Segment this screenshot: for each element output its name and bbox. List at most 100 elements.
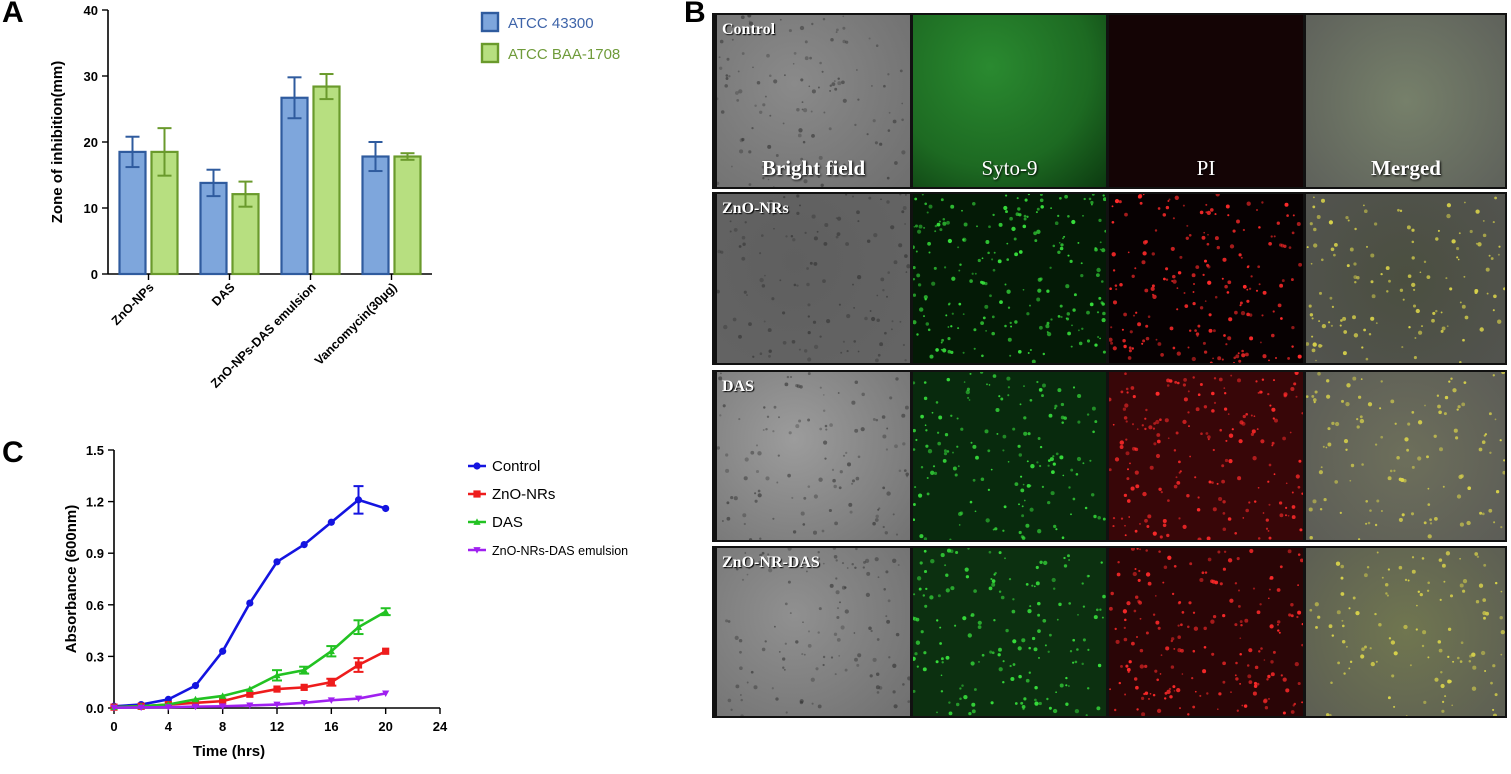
cell-dot bbox=[736, 99, 740, 102]
cell-dot bbox=[851, 482, 854, 485]
cell-dot bbox=[1038, 464, 1042, 468]
cell-dot bbox=[1173, 449, 1177, 452]
cell-dot bbox=[1182, 524, 1187, 529]
cell-dot bbox=[740, 714, 744, 716]
cell-dot bbox=[792, 63, 795, 65]
cell-dot bbox=[1036, 297, 1041, 302]
cell-dot bbox=[1232, 361, 1236, 363]
cell-dot bbox=[1058, 602, 1062, 607]
cell-dot bbox=[1175, 476, 1178, 479]
cell-dot bbox=[981, 257, 984, 260]
cell-dot bbox=[822, 17, 826, 21]
cell-dot bbox=[1212, 507, 1217, 512]
cell-dot bbox=[1415, 628, 1418, 631]
cell-dot bbox=[1267, 597, 1270, 600]
cell-dot bbox=[816, 230, 819, 233]
cell-dot bbox=[1257, 537, 1261, 540]
cell-dot bbox=[1012, 598, 1015, 601]
cell-dot bbox=[1268, 588, 1271, 591]
cell-dot bbox=[1124, 212, 1128, 217]
cell-dot bbox=[1393, 705, 1396, 708]
cell-dot bbox=[1417, 456, 1422, 461]
cell-dot bbox=[1183, 292, 1186, 294]
cell-dot bbox=[765, 427, 768, 431]
cell-dot bbox=[768, 354, 771, 358]
cell-dot bbox=[819, 335, 822, 338]
cell-dot bbox=[880, 198, 882, 201]
cell-dot bbox=[1208, 328, 1213, 333]
cell-dot bbox=[1233, 356, 1236, 360]
cell-dot bbox=[1407, 274, 1412, 278]
cell-dot bbox=[1188, 329, 1192, 332]
cell-dot bbox=[1125, 451, 1130, 456]
cell-dot bbox=[785, 235, 788, 238]
cell-dot bbox=[855, 548, 858, 551]
cell-dot bbox=[1486, 292, 1489, 295]
cell-dot bbox=[895, 533, 899, 536]
cell-dot bbox=[1214, 295, 1218, 299]
cell-dot bbox=[1027, 194, 1030, 196]
cell-dot bbox=[888, 111, 891, 114]
cell-dot bbox=[1441, 563, 1446, 568]
cell-dot bbox=[988, 384, 991, 386]
cell-dot bbox=[807, 485, 811, 488]
cell-dot bbox=[1316, 215, 1321, 219]
cell-dot bbox=[856, 274, 862, 280]
cell-dot bbox=[1178, 471, 1181, 474]
cell-dot bbox=[1085, 714, 1088, 716]
cell-dot bbox=[1245, 412, 1249, 416]
data-point bbox=[354, 695, 363, 703]
cell-dot bbox=[1291, 491, 1294, 494]
cell-dot bbox=[1410, 512, 1415, 516]
cell-dot bbox=[806, 282, 810, 287]
cell-dot bbox=[762, 177, 765, 180]
cell-dot bbox=[1452, 388, 1457, 393]
cell-dot bbox=[842, 98, 847, 103]
data-point bbox=[273, 685, 281, 693]
data-point bbox=[191, 703, 200, 711]
cell-dot bbox=[759, 252, 762, 255]
cell-dot bbox=[1399, 209, 1403, 213]
cell-dot bbox=[1320, 258, 1324, 262]
cell-dot bbox=[1145, 408, 1148, 412]
cell-dot bbox=[1489, 451, 1492, 454]
cell-dot bbox=[1120, 517, 1124, 520]
cell-dot bbox=[766, 415, 770, 418]
cell-dot bbox=[780, 209, 785, 214]
cell-dot bbox=[1244, 352, 1249, 357]
cell-dot bbox=[1235, 661, 1238, 665]
cell-dot bbox=[1279, 513, 1284, 518]
micrograph-texture bbox=[913, 194, 1106, 363]
cell-dot bbox=[1094, 420, 1098, 424]
cell-dot bbox=[1178, 460, 1181, 464]
cell-dot bbox=[1137, 322, 1142, 327]
cell-dot bbox=[1429, 518, 1432, 522]
cell-dot bbox=[1267, 697, 1271, 700]
cell-dot bbox=[1023, 214, 1027, 218]
cell-dot bbox=[1155, 453, 1161, 459]
cell-dot bbox=[775, 154, 779, 157]
cell-dot bbox=[1309, 313, 1314, 317]
bar bbox=[280, 96, 309, 276]
cell-dot bbox=[746, 294, 748, 297]
cell-dot bbox=[1063, 564, 1068, 568]
cell-dot bbox=[1077, 393, 1082, 399]
cell-dot bbox=[1037, 437, 1041, 440]
cell-dot bbox=[991, 579, 996, 583]
cell-dot bbox=[1333, 242, 1338, 247]
cell-dot bbox=[1291, 515, 1296, 520]
cell-dot bbox=[992, 268, 996, 272]
cell-dot bbox=[720, 250, 724, 254]
cell-dot bbox=[1008, 577, 1012, 581]
cell-dot bbox=[1325, 446, 1328, 449]
data-point bbox=[219, 647, 227, 655]
cell-dot bbox=[1180, 623, 1183, 627]
cell-dot bbox=[1252, 456, 1257, 461]
cell-dot bbox=[958, 269, 961, 272]
cell-dot bbox=[1222, 567, 1226, 571]
data-point bbox=[473, 462, 481, 470]
cell-dot bbox=[1267, 529, 1270, 532]
cell-dot bbox=[1459, 583, 1464, 588]
cell-dot bbox=[1429, 522, 1433, 525]
data-point bbox=[191, 682, 200, 690]
